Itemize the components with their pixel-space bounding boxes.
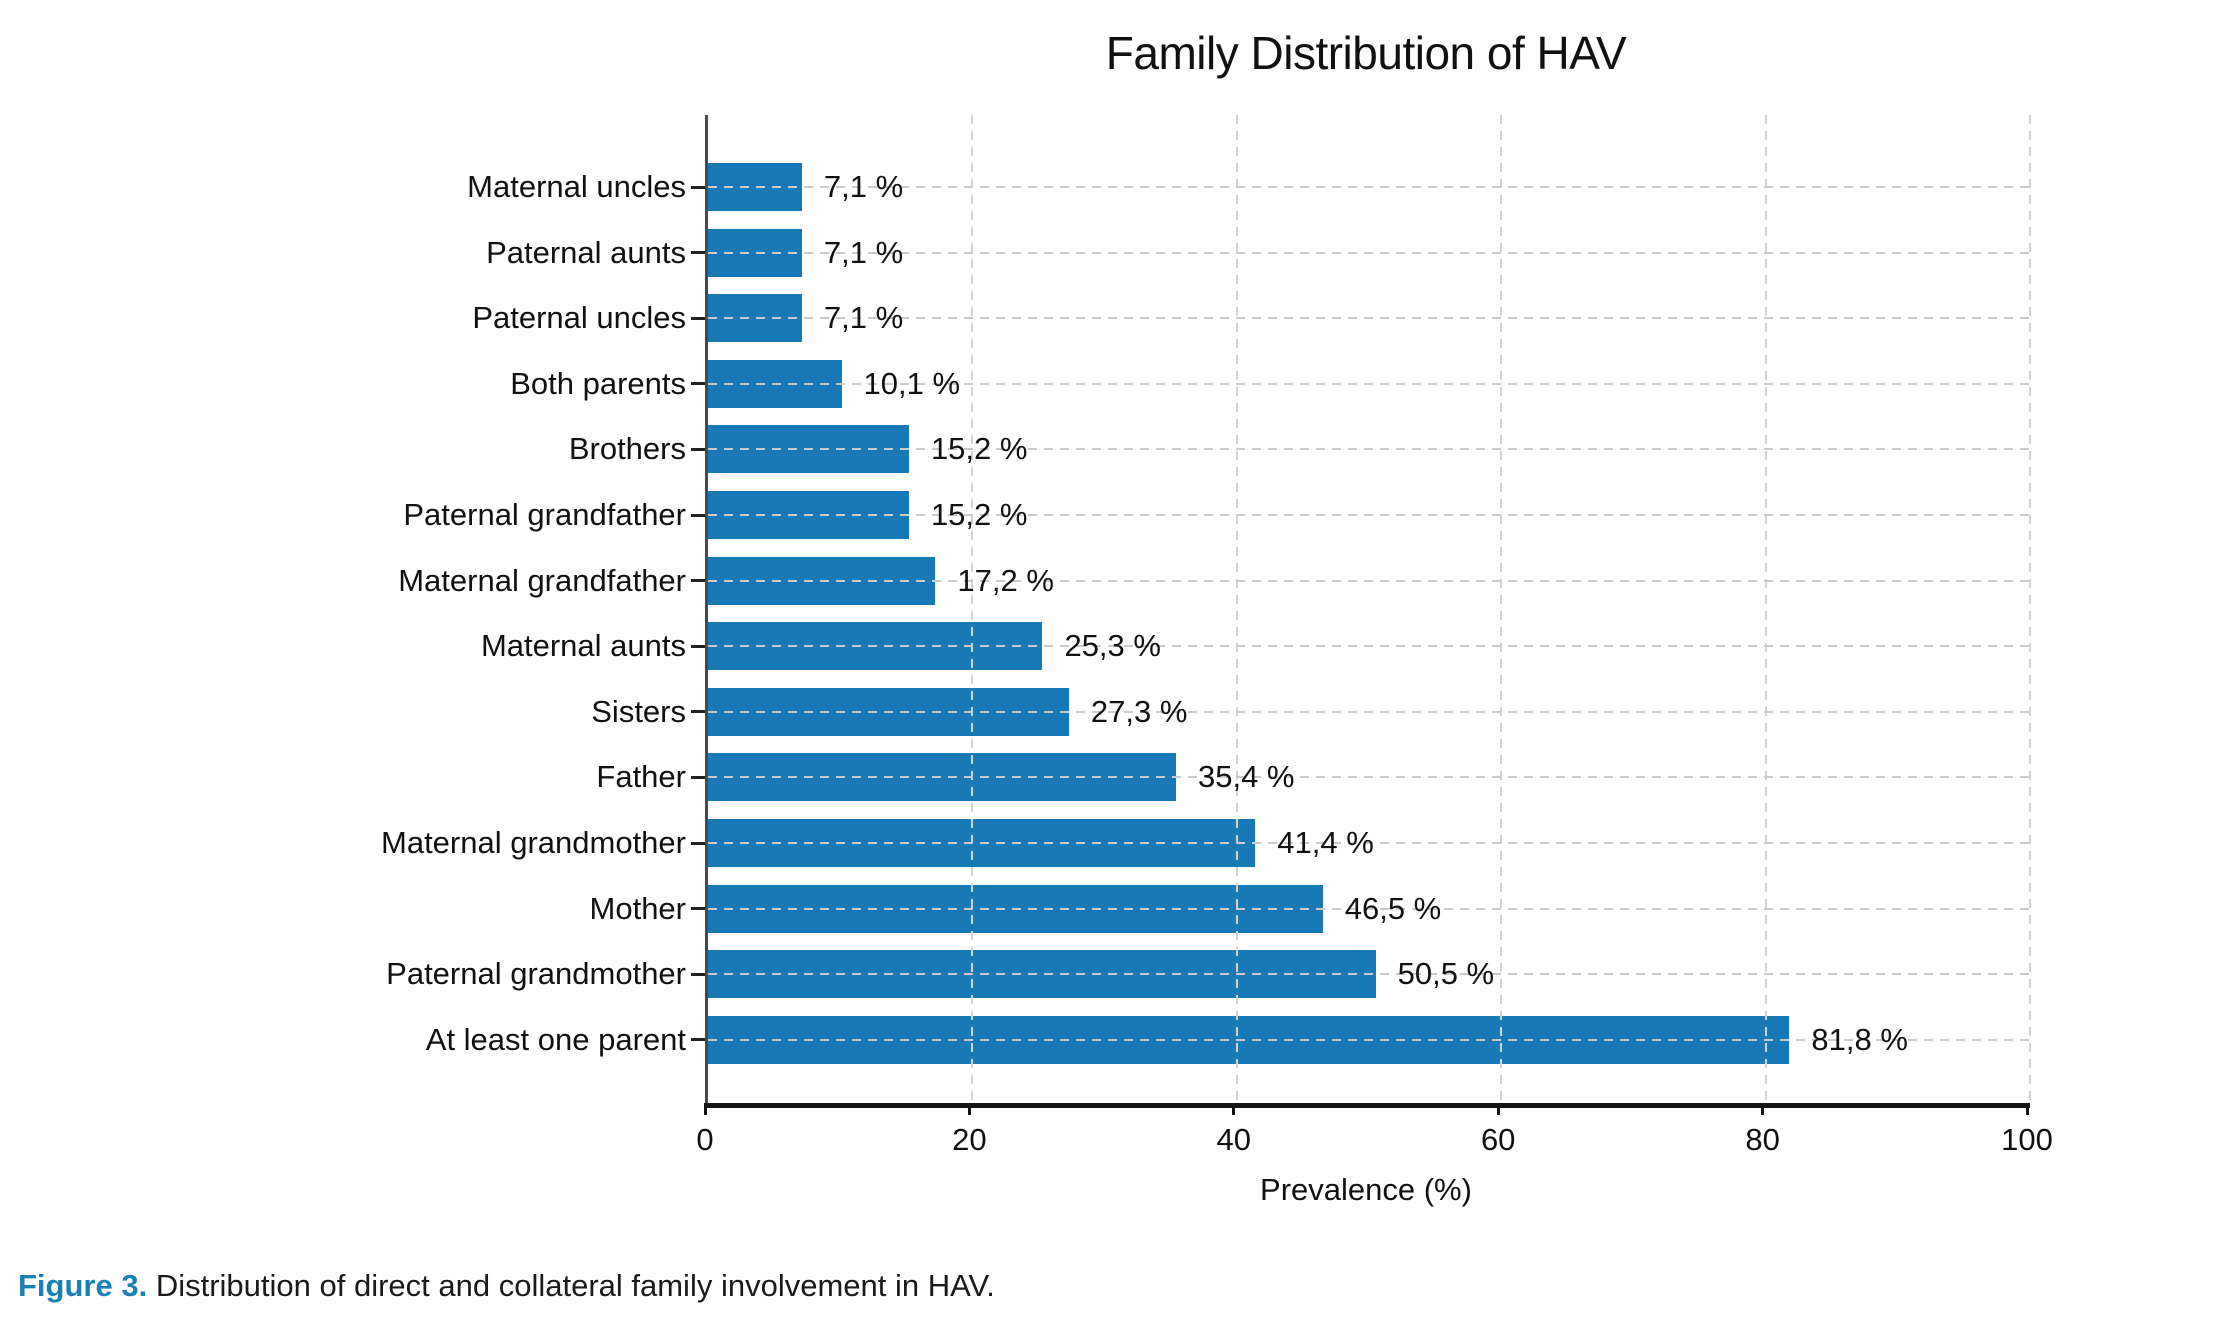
value-label: 17,2 %: [957, 562, 1054, 598]
value-label: 50,5 %: [1397, 956, 1495, 992]
y-tick: [691, 1038, 705, 1042]
value-label: 7,1 %: [823, 234, 904, 270]
x-tick-label: 20: [952, 1122, 987, 1157]
horizontal-gridline: [708, 776, 2030, 779]
horizontal-gridline: [708, 842, 2030, 844]
y-tick: [691, 185, 705, 189]
horizontal-gridline: [708, 907, 2030, 910]
category-label: Paternal uncles: [472, 300, 686, 336]
value-label: 7,1 %: [823, 169, 904, 204]
vertical-gridline-100: [2029, 115, 2031, 1103]
x-tick: [1761, 1103, 1765, 1115]
y-tick: [691, 251, 705, 255]
vertical-gridline-40: [1235, 115, 1238, 1103]
horizontal-gridline: [708, 973, 2030, 976]
category-label: Both parents: [510, 365, 686, 401]
value-label: 46,5 %: [1344, 890, 1442, 926]
x-tick-label: 60: [1480, 1122, 1516, 1157]
horizontal-gridline: [708, 1038, 2030, 1041]
value-label: 81,8 %: [1811, 1021, 1908, 1057]
x-tick-label: 100: [2001, 1122, 2053, 1157]
y-tick: [691, 644, 705, 648]
x-tick: [967, 1103, 971, 1115]
horizontal-gridline: [708, 579, 2030, 582]
chart-title: Family Distribution of HAV: [1105, 27, 1627, 79]
x-tick-label: 80: [1745, 1122, 1780, 1157]
y-tick: [691, 513, 705, 517]
horizontal-gridline: [708, 645, 2030, 648]
category-label: Brothers: [568, 431, 686, 467]
figure-caption-label: Figure 3.: [18, 1268, 148, 1303]
horizontal-gridline: [708, 448, 2030, 451]
horizontal-gridline: [708, 382, 2030, 385]
value-label: 10,1 %: [863, 365, 961, 401]
vertical-gridline-80: [1764, 115, 1767, 1103]
y-tick: [691, 775, 705, 779]
value-label: 25,3 %: [1064, 628, 1161, 664]
figure-caption-text: Distribution of direct and collateral fa…: [147, 1268, 995, 1303]
category-label: Sisters: [591, 693, 686, 729]
x-tick-label: 40: [1216, 1122, 1252, 1157]
category-label: Paternal grandfather: [403, 497, 686, 532]
figure-caption: Figure 3. Distribution of direct and col…: [18, 1266, 995, 1306]
horizontal-gridline: [708, 186, 2030, 188]
y-tick: [691, 972, 705, 976]
category-label: Maternal uncles: [467, 169, 686, 204]
plot-area: Maternal uncles 7,1 % Paternal aunts 7,1 % P…: [381, 115, 2031, 1108]
y-tick: [691, 907, 705, 911]
value-label: 41,4 %: [1277, 825, 1374, 860]
horizontal-gridline: [708, 710, 2030, 713]
horizontal-gridline: [708, 514, 2030, 516]
vertical-gridline-20: [971, 115, 974, 1103]
value-label: 7,1 %: [823, 300, 904, 336]
value-label: 27,3 %: [1090, 693, 1188, 729]
category-label: Father: [596, 759, 686, 795]
x-tick: [1232, 1103, 1236, 1115]
y-tick: [691, 841, 705, 845]
value-label: 35,4 %: [1197, 759, 1295, 795]
horizontal-gridline: [708, 251, 2030, 254]
x-tick: [703, 1103, 707, 1115]
horizontal-gridline: [708, 317, 2030, 320]
x-axis-label: Prevalence (%): [1260, 1172, 1472, 1207]
category-label: Maternal grandmother: [381, 825, 686, 860]
category-label: Maternal aunts: [480, 628, 686, 664]
value-label: 15,2 %: [930, 431, 1028, 467]
category-label: Paternal grandmother: [386, 956, 686, 992]
category-label: Paternal aunts: [486, 234, 686, 270]
value-label: 15,2 %: [930, 497, 1028, 532]
y-tick: [691, 447, 705, 451]
category-label: Mother: [589, 890, 686, 926]
x-tick-label: 0: [696, 1122, 714, 1157]
y-tick: [691, 710, 705, 714]
x-tick: [2025, 1103, 2029, 1115]
vertical-gridline-60: [1500, 115, 1503, 1103]
y-tick: [691, 382, 705, 386]
category-label: At least one parent: [425, 1021, 686, 1057]
x-tick: [1496, 1103, 1500, 1115]
y-tick: [691, 579, 705, 583]
category-label: Maternal grandfather: [398, 562, 686, 598]
y-tick: [691, 316, 705, 320]
